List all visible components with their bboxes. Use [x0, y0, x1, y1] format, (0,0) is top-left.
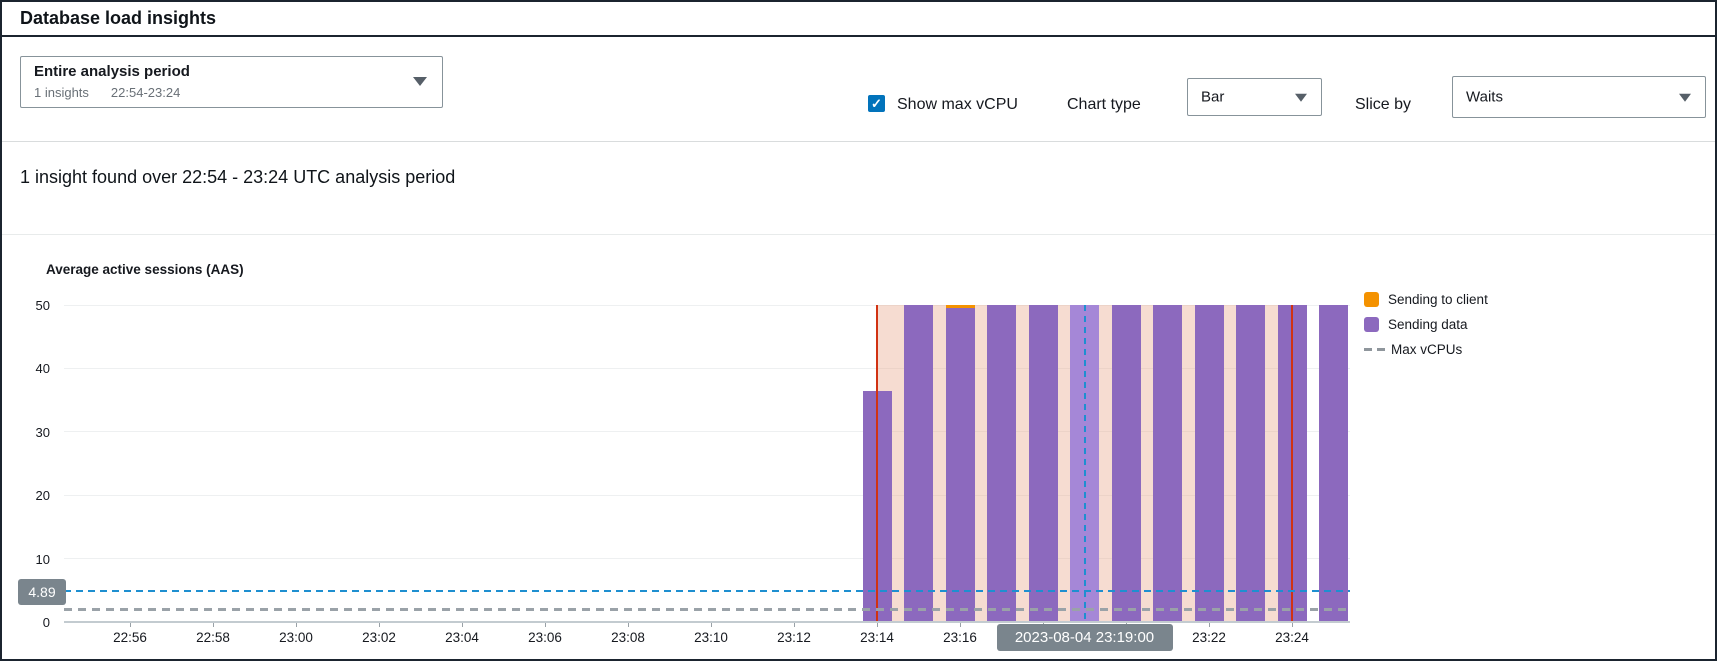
controls-divider	[2, 141, 1715, 142]
x-axis-tick	[876, 623, 878, 627]
hover-time-badge: 2023-08-04 23:19:00	[996, 624, 1173, 651]
y-axis-label: 20	[35, 488, 50, 504]
chart-type-select[interactable]: Bar	[1187, 78, 1322, 116]
y-axis-label: 10	[35, 551, 50, 567]
x-axis-tick	[378, 623, 380, 627]
bar bar-23:23[interactable]	[1236, 305, 1265, 622]
analysis-time-range: 22:54-23:24	[110, 85, 181, 100]
x-axis-tick	[129, 623, 131, 627]
x-axis-label: 23:10	[694, 630, 728, 645]
chevron-down-icon	[413, 77, 427, 86]
x-axis-label: 23:08	[611, 630, 645, 645]
show-max-vcpu-checkbox[interactable]: ✓	[868, 95, 885, 112]
gridline	[64, 367, 1350, 369]
bar bar-23:25[interactable]	[1319, 305, 1348, 622]
legend-item-sending-to-client[interactable]: Sending to client	[1364, 287, 1564, 312]
gridline	[64, 558, 1350, 560]
checkmark-icon: ✓	[871, 96, 882, 111]
bar bar-23:17[interactable]	[987, 305, 1016, 622]
dashed-line-icon	[1364, 348, 1385, 351]
chart-title: Average active sessions (AAS)	[46, 262, 244, 277]
gridline	[64, 494, 1350, 496]
x-axis-tick	[793, 623, 795, 627]
bar bar-23:22[interactable]	[1194, 305, 1224, 622]
chart-type-value: Bar	[1201, 88, 1225, 106]
gridline	[64, 304, 1350, 306]
x-axis-label: 23:02	[362, 630, 396, 645]
gridline	[64, 431, 1350, 433]
bar bar-23:20[interactable]	[1111, 305, 1141, 622]
x-axis-tick	[627, 623, 629, 627]
slice-by-value: Waits	[1466, 88, 1503, 106]
x-axis-label: 23:24	[1275, 630, 1309, 645]
bar-segment-sending-to-client[interactable]	[945, 305, 975, 308]
x-axis-label: 23:22	[1192, 630, 1226, 645]
sending-to-client-swatch-icon	[1364, 292, 1379, 307]
legend-label: Max vCPUs	[1391, 342, 1463, 357]
bar bar-23:21[interactable]	[1153, 305, 1182, 622]
x-axis-label: 23:04	[445, 630, 479, 645]
y-axis-label: 30	[35, 424, 50, 440]
y-axis-label: 0	[42, 615, 50, 630]
x-axis-tick	[1208, 623, 1210, 627]
x-axis-tick	[295, 623, 297, 627]
chart-type-label: Chart type	[1067, 96, 1141, 113]
bar bar-23:16[interactable]	[945, 307, 975, 622]
x-axis-label: 23:16	[943, 630, 977, 645]
insight-boundary-line	[876, 305, 878, 622]
x-axis-tick	[461, 623, 463, 627]
x-axis-label: 23:06	[528, 630, 562, 645]
sending-data-swatch-icon	[1364, 317, 1379, 332]
show-max-vcpu-label[interactable]: Show max vCPU	[897, 96, 1018, 113]
y-axis-label: 50	[35, 298, 50, 313]
x-axis-tick	[212, 623, 214, 627]
x-axis-label: 22:56	[113, 630, 147, 645]
x-axis-tick	[959, 623, 961, 627]
x-axis-tick	[544, 623, 546, 627]
chart-legend: Sending to client Sending data Max vCPUs	[1364, 287, 1564, 362]
chevron-down-icon	[1295, 93, 1307, 102]
x-axis-tick	[710, 623, 712, 627]
max-vcpus-line	[64, 607, 1350, 611]
x-axis-label: 23:14	[860, 630, 894, 645]
chevron-down-icon	[1679, 93, 1691, 102]
hover-time-line	[1083, 305, 1086, 622]
insight-summary-text: 1 insight found over 22:54 - 23:24 UTC a…	[20, 167, 456, 187]
insight-boundary-line	[1291, 305, 1293, 622]
analysis-period-dropdown[interactable]: Entire analysis period 1 insights 22:54-2…	[20, 56, 443, 108]
bar bar-23:15[interactable]	[904, 305, 933, 622]
legend-item-sending-data[interactable]: Sending data	[1364, 312, 1564, 337]
y-axis-label: 40	[35, 361, 50, 377]
legend-item-max-vcpus[interactable]: Max vCPUs	[1364, 337, 1564, 362]
slice-by-label: Slice by	[1355, 96, 1412, 113]
x-axis-label: 23:00	[279, 630, 313, 645]
x-axis-label: 23:12	[777, 630, 811, 645]
bar bar-23:18[interactable]	[1028, 305, 1058, 622]
hover-value-badge: 4.89	[18, 579, 66, 605]
x-axis-tick	[1291, 623, 1293, 627]
page-title: Database load insights	[20, 8, 217, 28]
slice-by-select[interactable]: Waits	[1452, 76, 1706, 118]
summary-divider	[2, 234, 1715, 235]
hover-value-line	[64, 589, 1350, 592]
analysis-period-subtext: 1 insights 22:54-23:24	[34, 85, 202, 100]
analysis-period-value: Entire analysis period	[34, 63, 190, 80]
legend-label: Sending data	[1388, 317, 1468, 332]
x-axis-line	[64, 621, 1350, 623]
title-divider	[2, 35, 1715, 37]
x-axis-label: 22:58	[196, 630, 230, 645]
legend-label: Sending to client	[1388, 292, 1488, 307]
insights-count: 1 insights	[34, 85, 89, 100]
